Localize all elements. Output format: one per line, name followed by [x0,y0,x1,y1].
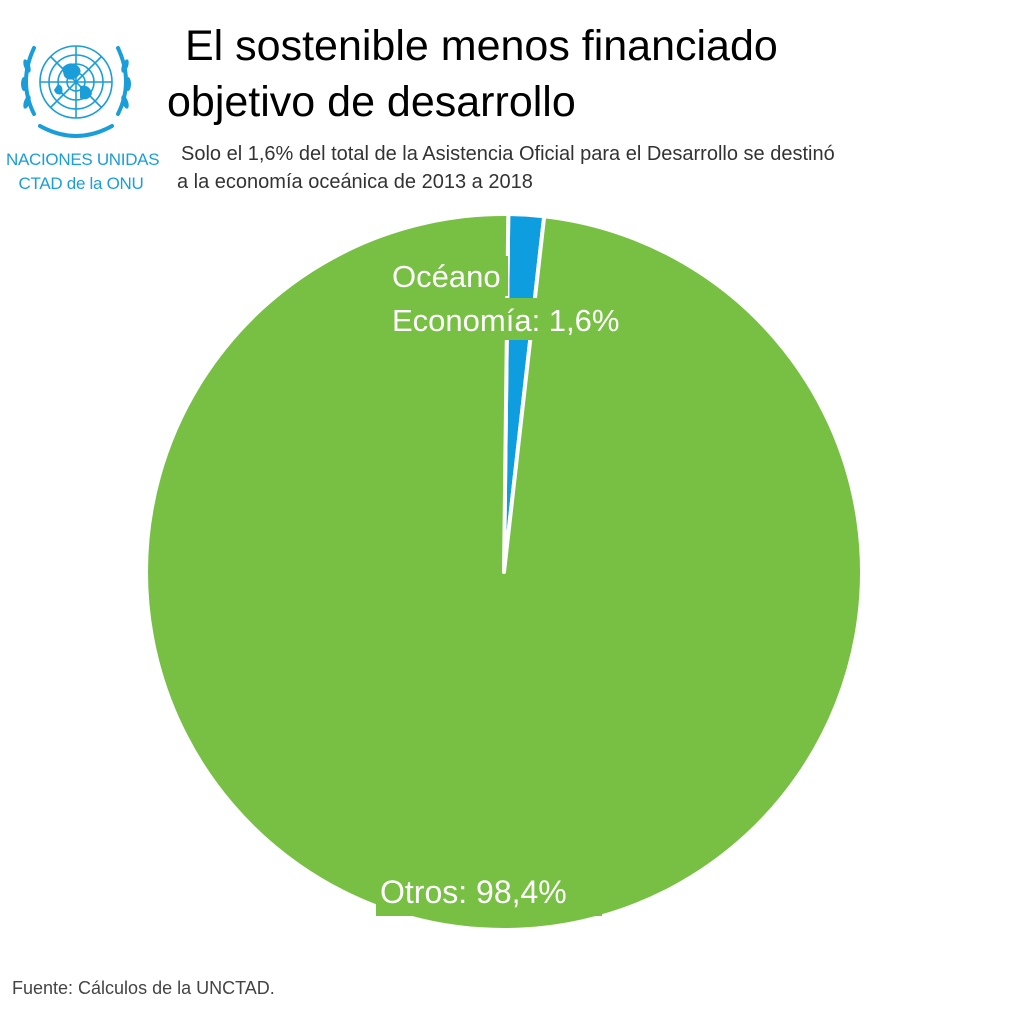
chart-title-line-2: objetivo de desarrollo [167,78,576,126]
chart-subtitle: Solo el 1,6% del total de la Asistencia … [177,140,1007,196]
slice-label-background-1 [388,298,642,340]
chart-title-line-1: El sostenible menos financiado [185,22,778,70]
un-emblem-icon [21,45,131,138]
slice-label-background-2 [376,866,602,916]
chart-title: El sostenible menos financiado objetivo … [167,18,887,130]
chart-subtitle-line-1: Solo el 1,6% del total de la Asistencia … [181,143,835,165]
logo-text-line-1: NACIONES UNIDAS [6,150,160,169]
pie-slice-1 [144,212,864,932]
slice-label-ocean-line-2: Economía: 1,6% [392,303,619,338]
slice-label-ocean-line-1: Océano [392,259,501,294]
slice-label-background-0 [388,256,508,296]
slice-label-others: Otros: 98,4% [380,874,567,910]
source-note: Fuente: Cálculos de la UNCTAD. [12,978,275,998]
logo-text-line-2: CTAD de la ONU [18,174,144,193]
un-logo: NACIONES UNIDAS CTAD de la ONU [6,22,160,202]
chart-subtitle-line-2: a la economía oceánica de 2013 a 2018 [177,171,533,193]
